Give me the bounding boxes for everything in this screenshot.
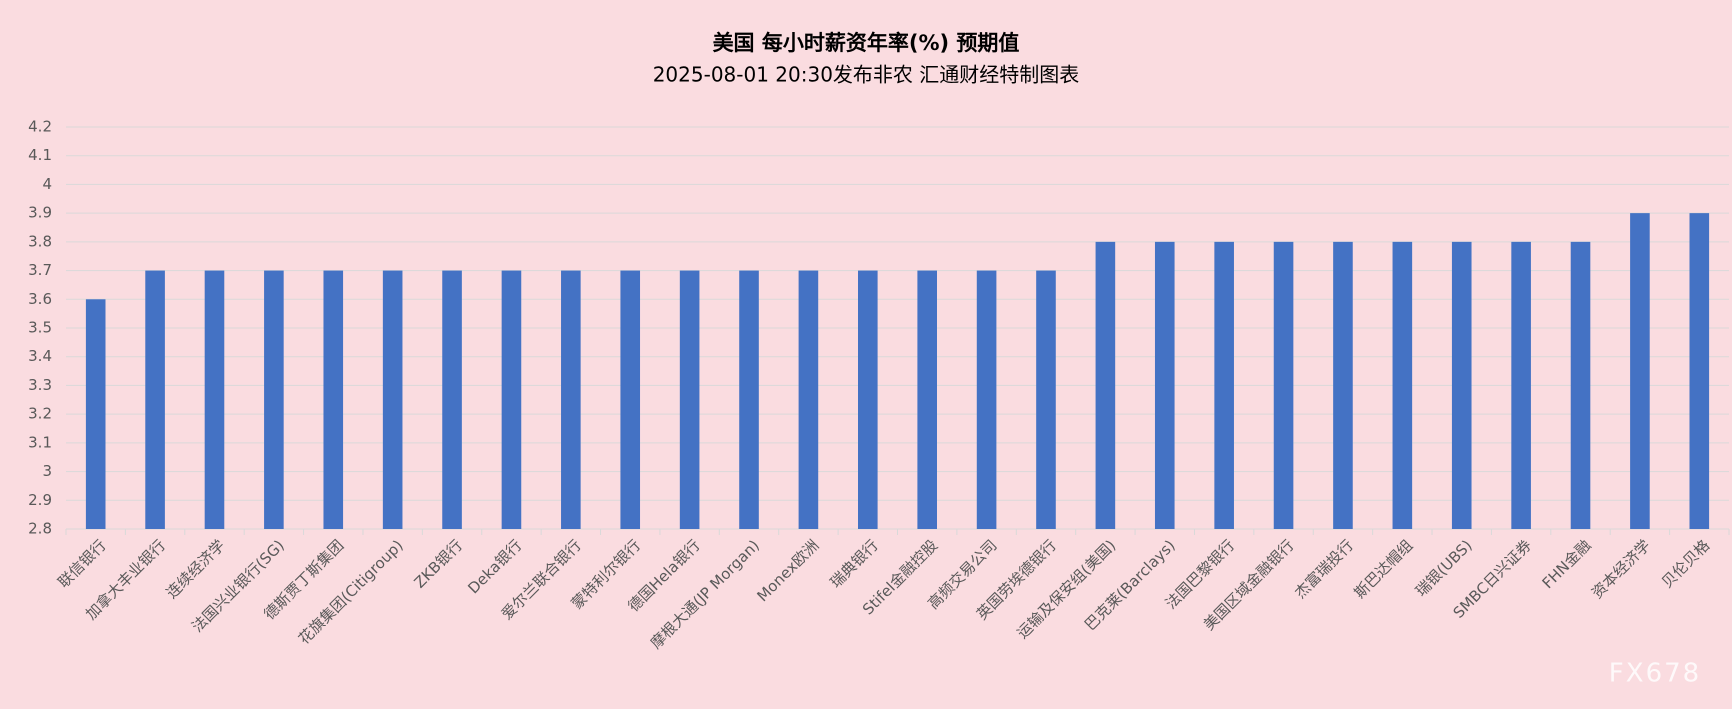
bar: [858, 270, 878, 529]
bar: [1333, 241, 1353, 529]
bar: [1689, 213, 1710, 529]
bar: [501, 270, 522, 529]
watermark: FX678: [1609, 659, 1701, 689]
chart-title: 美国 每小时薪资年率(%) 预期值: [713, 31, 1020, 55]
bar: [1570, 241, 1591, 529]
bar: [323, 270, 344, 529]
bar: [145, 270, 165, 529]
bar: [1630, 213, 1650, 529]
y-tick-label: 3.6: [28, 290, 52, 308]
y-tick-label: 4: [42, 175, 52, 193]
bar: [1451, 241, 1472, 529]
y-tick-label: 2.8: [28, 520, 52, 538]
y-tick-label: 3.2: [28, 405, 52, 423]
y-tick-label: 3: [42, 462, 52, 480]
bar: [1392, 241, 1413, 529]
bar: [561, 270, 581, 529]
y-tick-label: 3.1: [28, 433, 52, 451]
bar: [976, 270, 997, 529]
y-tick-label: 4.1: [28, 146, 52, 164]
bar: [204, 270, 225, 529]
bar: [1214, 241, 1234, 529]
y-tick-label: 3.7: [28, 261, 52, 279]
bar: [264, 270, 284, 529]
bar: [798, 270, 819, 529]
bar: [85, 299, 106, 529]
bar: [1154, 241, 1175, 529]
bar: [917, 270, 937, 529]
bar: [1273, 241, 1294, 529]
y-tick-label: 3.8: [28, 232, 52, 250]
bar: [620, 270, 641, 529]
y-tick-label: 3.9: [28, 204, 52, 222]
bar: [739, 270, 759, 529]
y-tick-label: 3.3: [28, 376, 52, 394]
bar: [1511, 241, 1531, 529]
y-tick-label: 3.4: [28, 347, 52, 365]
bar: [442, 270, 462, 529]
bar: [1095, 241, 1116, 529]
y-tick-label: 2.9: [28, 491, 52, 509]
bar: [382, 270, 403, 529]
bar: [1036, 270, 1056, 529]
y-tick-label: 3.5: [28, 319, 52, 337]
bar: [679, 270, 700, 529]
chart-subtitle: 2025-08-01 20:30发布非农 汇通财经特制图表: [653, 63, 1080, 87]
y-tick-label: 4.2: [28, 118, 52, 136]
